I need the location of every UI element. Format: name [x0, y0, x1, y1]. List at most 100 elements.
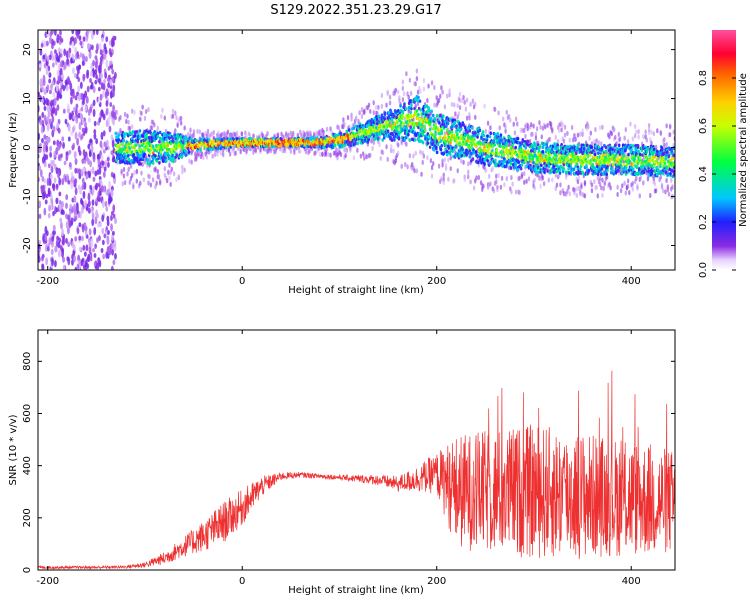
heatmap-cell — [98, 77, 102, 85]
heatmap-cell — [81, 117, 85, 125]
heatmap-cell — [175, 177, 178, 183]
heatmap-cell — [45, 136, 49, 143]
heatmap-cell — [363, 109, 366, 115]
heatmap-cell — [104, 91, 108, 99]
heatmap-cell — [376, 110, 379, 116]
heatmap-cell — [573, 133, 576, 139]
heatmap-cell — [426, 137, 430, 142]
heatmap-cell — [375, 114, 378, 119]
heatmap-cell — [551, 144, 555, 149]
heatmap-cell — [343, 143, 346, 148]
heatmap-cell — [471, 157, 475, 161]
heatmap-cell — [61, 228, 64, 237]
heatmap-cell — [357, 127, 360, 131]
heatmap-cell — [70, 217, 74, 225]
heatmap-cell — [511, 181, 514, 187]
heatmap-cell — [72, 90, 75, 99]
heatmap-cell — [461, 147, 465, 152]
heatmap-cell — [422, 153, 426, 159]
heatmap-cell — [189, 127, 192, 133]
heatmap-cell — [349, 137, 353, 142]
heatmap-cell — [107, 245, 111, 252]
heatmap-cell — [448, 92, 451, 98]
heatmap-cell — [82, 167, 86, 173]
heatmap-cell — [216, 151, 219, 157]
heatmap-cell — [665, 178, 668, 184]
heatmap-cell — [555, 182, 559, 188]
heatmap-cell — [80, 258, 84, 267]
heatmap-cell — [49, 173, 53, 180]
heatmap-cell — [147, 107, 150, 113]
heatmap-cell — [633, 133, 637, 139]
heatmap-cell — [127, 119, 130, 125]
heatmap-cell — [219, 150, 223, 156]
heatmap-cell — [409, 110, 412, 115]
heatmap-cell — [401, 85, 405, 91]
heatmap-cell — [102, 130, 106, 137]
heatmap-cell — [449, 166, 452, 172]
heatmap-cell — [51, 80, 55, 86]
heatmap-cell — [502, 116, 505, 122]
heatmap-cell — [445, 128, 449, 132]
heatmap-cell — [110, 189, 114, 198]
heatmap-cell — [99, 140, 103, 148]
heatmap-cell — [407, 132, 410, 137]
heatmap-cell — [583, 193, 587, 199]
heatmap-cell — [403, 104, 406, 108]
heatmap-cell — [554, 186, 557, 192]
heatmap-cell — [500, 149, 503, 154]
heatmap-cell — [55, 207, 59, 213]
heatmap-cell — [487, 147, 491, 151]
heatmap-cell — [128, 179, 132, 185]
heatmap-cell — [469, 179, 472, 185]
heatmap-cell — [170, 166, 174, 172]
heatmap-cell — [48, 78, 52, 84]
heatmap-cell — [102, 171, 106, 178]
heatmap-cell — [282, 134, 286, 140]
heatmap-cell — [551, 177, 554, 183]
heatmap-cell — [387, 116, 391, 120]
heatmap-cell — [369, 152, 372, 158]
heatmap-cell — [67, 241, 71, 248]
heatmap-cell — [224, 145, 228, 150]
heatmap-cell — [71, 259, 74, 266]
heatmap-cell — [429, 158, 433, 164]
heatmap-cell — [112, 213, 116, 219]
heatmap-cell — [161, 107, 164, 113]
heatmap-cell — [456, 126, 460, 131]
heatmap-cell — [589, 161, 592, 165]
heatmap-cell — [106, 156, 110, 162]
heatmap-cell — [626, 178, 630, 184]
heatmap-cell — [331, 145, 335, 150]
heatmap-cell — [458, 105, 462, 111]
heatmap-cell — [377, 120, 381, 125]
heatmap-cell — [95, 30, 99, 36]
heatmap-cell — [87, 192, 91, 202]
heatmap-cell — [55, 146, 59, 156]
heatmap-cell — [508, 149, 512, 153]
heatmap-cell — [79, 52, 83, 58]
heatmap-cell — [133, 170, 136, 176]
heatmap-cell — [154, 184, 157, 190]
heatmap-cell — [318, 151, 322, 157]
heatmap-cell — [397, 142, 400, 148]
heatmap-cell — [80, 206, 84, 214]
heatmap-cell — [78, 35, 82, 41]
heatmap-cell — [126, 160, 129, 165]
heatmap-cell — [158, 180, 162, 186]
heatmap-cell — [596, 193, 599, 199]
heatmap-cell — [139, 116, 142, 122]
heatmap-cell — [350, 116, 353, 122]
heatmap-cell — [436, 142, 440, 147]
heatmap-cell — [161, 142, 165, 147]
heatmap-cell — [535, 126, 539, 132]
heatmap-cell — [190, 143, 194, 147]
heatmap-cell — [407, 105, 411, 110]
heatmap-cell — [380, 92, 384, 98]
heatmap-cell — [488, 134, 492, 139]
heatmap-cell — [90, 70, 93, 77]
heatmap-cell — [416, 99, 419, 103]
heatmap-cell — [43, 105, 47, 111]
heatmap-cell — [43, 40, 47, 48]
heatmap-cell — [506, 155, 510, 160]
